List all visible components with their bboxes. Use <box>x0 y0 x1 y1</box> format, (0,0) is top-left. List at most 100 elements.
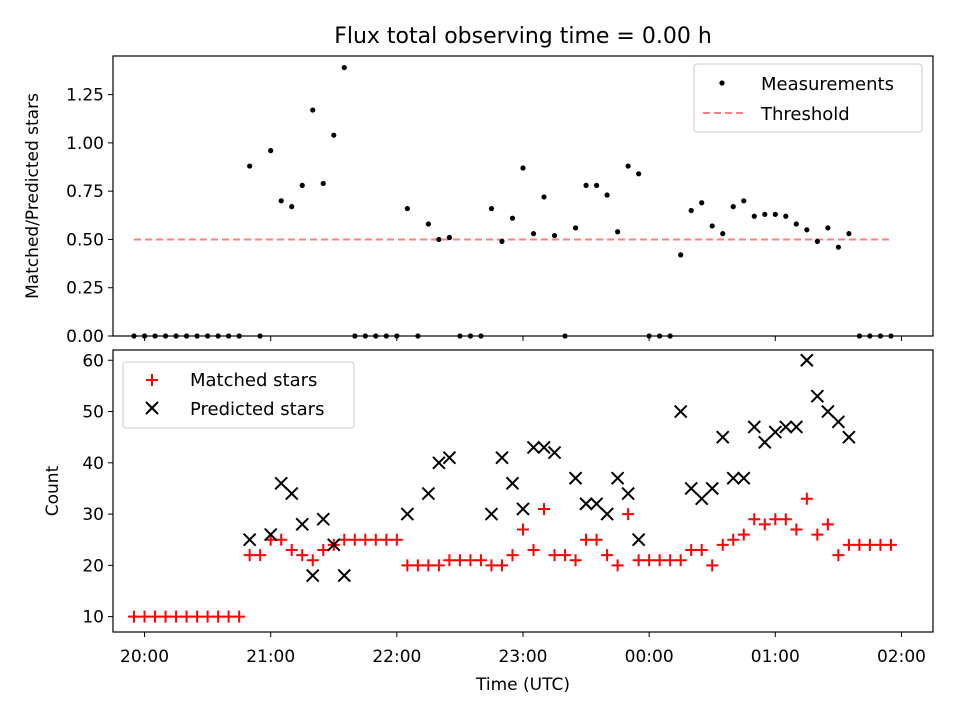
matched-star-point <box>622 508 635 521</box>
bottom-y-axis: 10 20 30 40 50 60 <box>82 351 113 628</box>
matched-star-point <box>569 554 582 567</box>
measurement-point <box>268 148 274 154</box>
top-legend-box <box>693 63 923 133</box>
measurement-point <box>604 192 610 198</box>
predicted-star-point <box>842 430 856 444</box>
predicted-star-point <box>726 471 740 485</box>
legend-matched-label: Matched stars <box>190 370 317 391</box>
bottom-legend-box <box>122 361 355 429</box>
measurement-point <box>541 194 547 200</box>
matched-star-point <box>432 559 445 572</box>
matched-star-point <box>727 533 740 546</box>
measurement-point <box>814 238 820 244</box>
matched-star-point <box>411 559 424 572</box>
x-tick-label: 02:00 <box>877 647 926 667</box>
measurement-point <box>247 163 253 169</box>
measurement-point <box>341 64 347 71</box>
predicted-star-point <box>684 481 698 496</box>
matched-star-point <box>495 559 508 572</box>
predicted-star-point <box>421 486 436 501</box>
measurement-point <box>741 198 747 204</box>
matched-star-point <box>653 554 666 567</box>
predicted-star-point <box>737 471 751 485</box>
matched-star-point <box>842 538 855 551</box>
top-y-tick-label: 1.00 <box>66 134 104 154</box>
matched-star-point <box>380 533 393 546</box>
matched-star-point <box>390 533 403 546</box>
predicted-star-point <box>526 440 541 455</box>
matched-star-point <box>800 492 813 505</box>
matched-star-point <box>706 559 719 572</box>
measurement-point <box>572 225 579 231</box>
x-tick-label: 21:00 <box>246 647 295 667</box>
matched-star-point <box>695 543 708 556</box>
legend-matched-marker <box>146 374 158 386</box>
measurement-point <box>320 180 326 187</box>
predicted-star-point <box>295 517 309 532</box>
predicted-star-point <box>810 389 825 403</box>
measurement-point <box>299 182 305 188</box>
measurement-point <box>720 231 726 237</box>
measurement-point <box>772 211 778 217</box>
measurement-point <box>404 205 410 212</box>
predicted-star-point <box>821 404 835 419</box>
measurement-point <box>499 238 505 244</box>
measurement-point <box>530 231 537 237</box>
bottom-plot-area <box>128 353 897 623</box>
x-tick-label: 01:00 <box>751 647 800 667</box>
predicted-star-point <box>831 415 846 429</box>
bottom-y-axis-label: Count <box>43 465 63 516</box>
predicted-star-point <box>789 420 804 434</box>
bottom-x-axis: 20:00 21:00 22:00 23:00 00:00 01:00 02:00 <box>120 632 926 667</box>
predicted-star-point <box>400 507 415 521</box>
matched-star-point <box>170 610 183 623</box>
measurement-point <box>551 232 558 239</box>
top-legend: Measurements Threshold <box>693 63 923 133</box>
matched-star-point <box>758 518 771 531</box>
predicted-star-point <box>747 420 761 434</box>
predicted-star-point <box>327 538 341 552</box>
matched-star-point <box>464 554 477 567</box>
predicted-star-point <box>589 497 604 511</box>
top-axes-frame <box>112 55 934 337</box>
matched-star-point <box>748 513 761 526</box>
legend-predicted-marker <box>145 401 159 415</box>
predicted-star-point <box>621 486 635 501</box>
measurement-point <box>846 231 852 237</box>
matched-star-point <box>611 559 624 572</box>
measurement-point <box>636 171 642 177</box>
bottom-panel: 10 20 30 40 50 60 20:00 21:00 22:00 23:00 00:00 01… <box>43 349 934 695</box>
bottom-y-tick-label: 20 <box>82 556 104 576</box>
measurement-point <box>520 165 526 171</box>
measurement-point <box>804 227 810 233</box>
matched-star-point <box>201 610 214 623</box>
matched-star-point <box>821 518 834 531</box>
predicted-star-point <box>337 568 351 583</box>
matched-star-point <box>517 523 529 536</box>
matched-star-point <box>254 549 267 562</box>
measurement-point <box>436 236 442 243</box>
predicted-star-point <box>758 435 772 449</box>
matched-star-point <box>769 513 782 526</box>
measurement-point <box>331 132 337 138</box>
measurement-point <box>783 213 789 219</box>
matched-star-point <box>506 549 519 562</box>
measurement-point <box>730 204 736 210</box>
matched-star-point <box>485 559 498 572</box>
chart-title: Flux total observing time = 0.00 h <box>334 24 712 49</box>
x-axis-label: Time (UTC) <box>475 675 570 695</box>
measurement-point <box>488 205 495 212</box>
measurement-point <box>835 244 841 250</box>
matched-star-point <box>874 538 887 551</box>
matched-star-point <box>128 610 141 623</box>
matched-star-point <box>737 528 750 541</box>
matched-star-point <box>443 554 456 567</box>
matched-star-point <box>716 538 729 551</box>
top-y-tick-label: 0.75 <box>66 182 104 202</box>
matched-star-point <box>601 549 614 562</box>
predicted-star-point <box>274 476 288 491</box>
predicted-star-point <box>610 471 625 485</box>
matched-star-point <box>369 533 382 546</box>
matched-star-point <box>685 543 698 556</box>
predicted-star-point <box>432 456 446 470</box>
